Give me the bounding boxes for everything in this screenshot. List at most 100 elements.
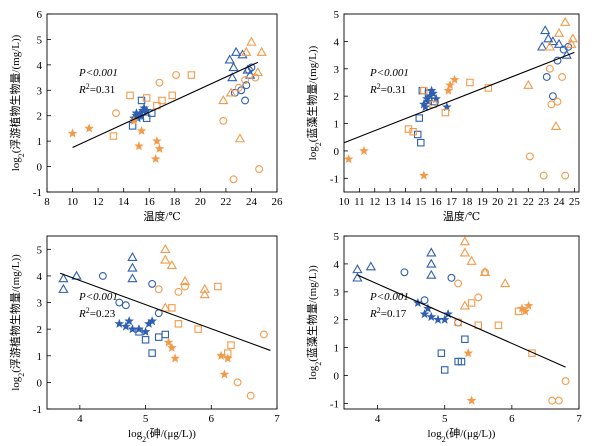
data-point-square [148, 349, 156, 357]
data-point-square [484, 84, 493, 92]
data-point-triangle [160, 254, 171, 264]
data-point-triangle [560, 16, 571, 26]
data-point-triangle [127, 251, 138, 261]
data-point-triangle [225, 87, 237, 97]
series-orange-star [343, 74, 460, 180]
y-tick-label: -1 [330, 173, 339, 185]
series-orange-square [109, 71, 196, 140]
data-point-circle [233, 378, 242, 387]
data-point-triangle [166, 259, 178, 269]
data-point-triangle [426, 247, 437, 257]
x-tick-label: 8 [44, 196, 50, 208]
data-point-circle [251, 73, 260, 82]
x-tick-label: 12 [369, 196, 380, 208]
data-point-circle [121, 301, 130, 310]
data-point-square [466, 78, 474, 87]
x-tick-label: 6 [209, 413, 215, 425]
data-point-triangle [459, 247, 471, 257]
y-tick-label: 2 [334, 315, 340, 327]
data-point-circle [545, 64, 554, 73]
y-tick-label: 0 [334, 371, 340, 383]
data-point-square [418, 86, 427, 95]
x-tick-label: 4 [77, 413, 83, 425]
data-point-star [426, 311, 437, 321]
x-tick-label: 6 [509, 413, 515, 425]
y-tick-label: 2 [334, 91, 340, 103]
series-orange-square [168, 282, 235, 357]
data-point-star [152, 136, 162, 146]
regression-line [72, 61, 259, 148]
data-point-star [141, 105, 152, 115]
data-point-triangle [160, 243, 171, 254]
data-point-star [154, 143, 165, 153]
data-point-star [419, 309, 430, 319]
x-tick-label: 24 [554, 196, 566, 208]
data-point-triangle [241, 46, 252, 56]
data-point-triangle [179, 275, 191, 285]
data-point-square [158, 96, 166, 105]
x-tick-label: 13 [385, 196, 397, 208]
data-point-triangle [218, 95, 229, 105]
data-point-star [67, 128, 78, 138]
y-axis-label: log2(蓝藻生物量/(mg/L)) [305, 45, 323, 160]
chart-panel-1: 8 10 12 14 16 18 20 22 24 26-10123456温度/℃log2(浮游植… [8, 9, 283, 223]
data-point-square [227, 341, 235, 349]
series-blue-circle [230, 63, 256, 105]
x-tick-label: 22 [523, 196, 534, 208]
data-point-triangle [199, 289, 210, 299]
data-point-star [343, 154, 354, 164]
data-point-triangle [466, 255, 477, 265]
data-point-circle [561, 377, 570, 386]
r-squared-label: R2=0.17 [369, 306, 407, 321]
series-blue-triangle [352, 247, 437, 282]
y-tick-label: 6 [37, 9, 43, 21]
data-point-circle [174, 287, 183, 296]
x-axis-label: log2(砷/(μg/L)) [428, 427, 496, 444]
data-point-star [121, 321, 131, 331]
data-point-circle [558, 73, 567, 81]
p-value-label: P<0.001 [369, 67, 409, 79]
series-blue-square [128, 96, 156, 130]
x-tick-label: 15 [415, 196, 427, 208]
x-tick-label: 22 [220, 196, 231, 208]
data-point-star [463, 348, 474, 358]
data-point-triangle [544, 41, 555, 51]
data-point-star [466, 395, 477, 405]
data-point-triangle [567, 33, 579, 43]
y-tick-label: 5 [37, 244, 43, 256]
x-tick-label: 5 [143, 413, 149, 425]
x-tick-label: 16 [431, 196, 443, 208]
series-blue-star [413, 297, 453, 324]
plot-frame [343, 13, 580, 193]
x-tick-label: 24 [246, 196, 258, 208]
y-tick-label: 3 [334, 64, 340, 76]
data-point-triangle [256, 46, 267, 56]
x-tick-label: 18 [169, 196, 181, 208]
data-point-star [523, 300, 534, 310]
data-point-triangle [58, 283, 69, 293]
y-tick-label: 1 [37, 351, 43, 363]
data-point-star [443, 85, 454, 95]
data-point-square [168, 91, 176, 100]
data-point-square [514, 307, 523, 316]
r-squared-label: R2=0.23 [78, 306, 116, 321]
data-point-triangle [252, 67, 263, 77]
y-tick-label: -1 [33, 187, 42, 199]
data-point-circle [181, 282, 189, 291]
p-value-label: P<0.001 [369, 291, 409, 303]
data-point-square [214, 282, 222, 291]
plot-frame [46, 235, 278, 410]
x-tick-label: 10 [339, 196, 351, 208]
data-point-star [136, 125, 147, 136]
data-point-circle [548, 396, 557, 405]
data-point-triangle [499, 278, 511, 288]
x-axis-label: log2(砷/(μg/L)) [128, 427, 196, 444]
data-point-square [161, 330, 170, 339]
x-tick-label: 26 [272, 196, 284, 208]
data-point-circle [542, 73, 551, 81]
data-point-square [409, 128, 417, 136]
data-point-circle [155, 78, 164, 87]
x-tick-label: 11 [354, 196, 365, 208]
series-orange-triangle [523, 16, 579, 130]
